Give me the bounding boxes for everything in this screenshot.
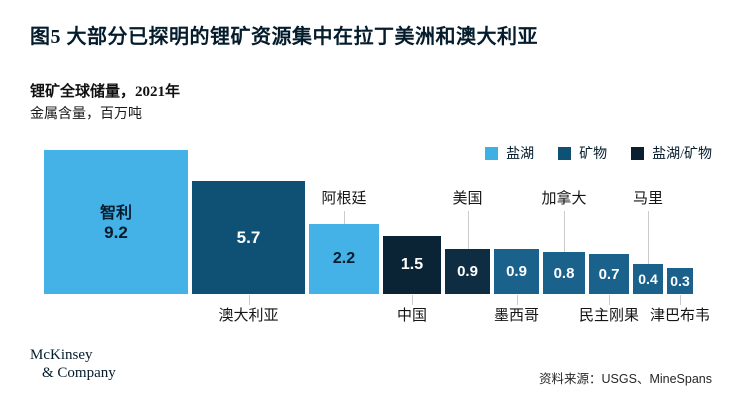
country-label-zimbabwe: 津巴布韦 xyxy=(649,308,710,324)
mckinsey-logo: McKinsey & Company xyxy=(30,346,116,382)
bar-value-argentina: 2.2 xyxy=(332,250,356,267)
country-label-mexico: 墨西哥 xyxy=(493,308,539,324)
bar-value-drc: 0.7 xyxy=(598,265,620,283)
bar-china: 1.5 xyxy=(383,236,441,294)
bar-zimbabwe: 0.3 xyxy=(667,268,693,294)
bar-value-mexico: 0.9 xyxy=(506,263,527,280)
leader-line-mali xyxy=(648,211,649,264)
bar-australia: 5.7 xyxy=(192,181,305,294)
tick-line-china xyxy=(412,295,413,305)
bar-drc: 0.7 xyxy=(589,254,629,294)
bar-argentina: 2.2 xyxy=(309,224,379,294)
leader-line-usa xyxy=(467,211,469,249)
bar-mali: 0.4 xyxy=(633,264,663,294)
country-label-usa: 美国 xyxy=(452,191,483,207)
bar-canada: 0.8 xyxy=(543,252,585,294)
country-label-argentina: 阿根廷 xyxy=(321,191,367,207)
bar-usa: 0.9 xyxy=(445,249,490,294)
legend-item-salt-lake-mineral: 盐湖/矿物 xyxy=(631,143,712,163)
legend-label: 矿物 xyxy=(579,147,608,162)
country-label-china: 中国 xyxy=(396,308,427,324)
unit-label: 金属含量，百万吨 xyxy=(30,107,142,122)
bar-value-chile: 9.2 xyxy=(104,223,128,243)
bar-value-usa: 0.9 xyxy=(457,263,478,280)
page-title: 图5 大部分已探明的锂矿资源集中在拉丁美洲和澳大利亚 xyxy=(30,26,538,48)
bar-country-name-chile: 智利 xyxy=(99,204,132,222)
bar-value-china: 1.5 xyxy=(400,256,424,273)
bar-value-mali: 0.4 xyxy=(638,271,658,287)
country-label-australia: 澳大利亚 xyxy=(218,308,279,324)
leader-line-argentina xyxy=(344,211,345,224)
tick-line-australia xyxy=(248,295,250,305)
bar-chile: 智利 9.2 xyxy=(44,150,188,294)
tick-line-zimbabwe xyxy=(680,295,681,305)
legend-item-mineral: 矿物 xyxy=(558,143,607,163)
tick-line-drc xyxy=(609,295,610,305)
bar-value-zimbabwe: 0.3 xyxy=(670,273,690,289)
legend: 盐湖 矿物 盐湖/矿物 xyxy=(485,143,712,163)
bar-value-australia: 5.7 xyxy=(236,228,261,247)
legend-swatch-salt-lake xyxy=(485,146,499,160)
bar-mexico: 0.9 xyxy=(494,249,539,294)
bar-value-canada: 0.8 xyxy=(553,264,575,282)
legend-label: 盐湖/矿物 xyxy=(652,147,712,162)
legend-swatch-mineral xyxy=(558,146,572,160)
logo-line-1: McKinsey xyxy=(30,347,93,363)
chart-subtitle: 锂矿全球储量，2021年 xyxy=(30,84,181,100)
tick-line-mexico xyxy=(516,295,518,305)
country-label-mali: 马里 xyxy=(632,191,663,207)
logo-line-2: & Company xyxy=(42,365,116,381)
legend-item-salt-lake: 盐湖 xyxy=(485,143,534,163)
source-note: 资料来源：USGS、MineSpans xyxy=(539,372,712,386)
legend-label: 盐湖 xyxy=(506,147,535,162)
legend-swatch-salt-lake-mineral xyxy=(631,146,645,160)
country-label-canada: 加拿大 xyxy=(541,191,587,207)
leader-line-canada xyxy=(564,211,565,252)
country-label-drc: 民主刚果 xyxy=(578,308,639,324)
